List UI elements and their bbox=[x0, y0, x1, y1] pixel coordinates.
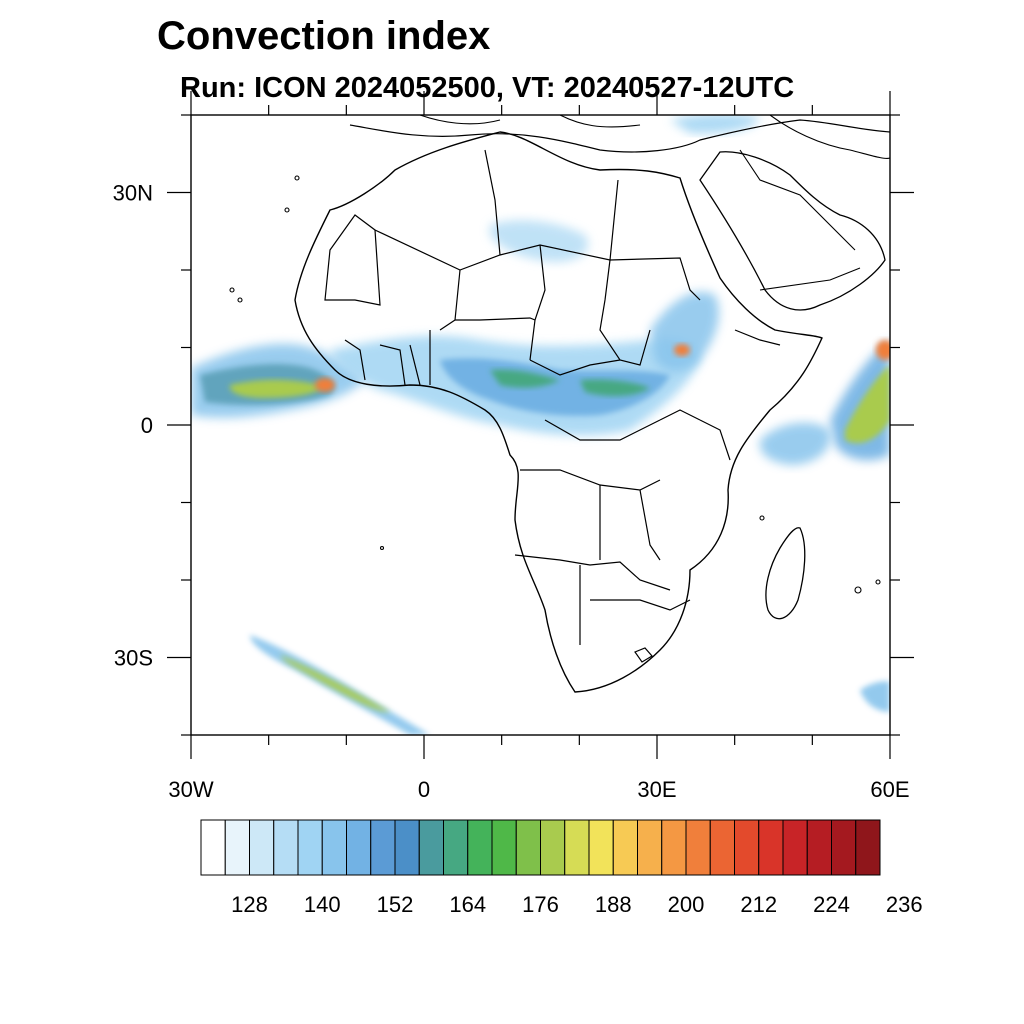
colorbar-label: 212 bbox=[740, 892, 777, 917]
mediterranean-coast bbox=[349, 119, 890, 153]
lon-tick-label: 0 bbox=[418, 777, 430, 802]
convection-region-somali-sea bbox=[759, 422, 831, 465]
convection-peak-south-atlantic-front bbox=[280, 655, 390, 713]
arabia-borders bbox=[739, 149, 861, 291]
colorbar-swatch bbox=[249, 819, 275, 876]
colorbar-label: 140 bbox=[304, 892, 341, 917]
colorbar-swatch bbox=[491, 819, 517, 876]
africa-coastline bbox=[294, 131, 823, 693]
convection-field bbox=[191, 115, 890, 735]
colorbar-swatch bbox=[637, 819, 663, 876]
country-borders bbox=[324, 149, 781, 663]
colorbar-label: 152 bbox=[377, 892, 414, 917]
convection-hotspot-indian-ocean bbox=[876, 340, 890, 360]
colorbar-swatch bbox=[443, 819, 469, 876]
convection-hotspot-atlantic bbox=[315, 378, 335, 392]
colorbar-swatch bbox=[200, 819, 226, 876]
colorbar-swatch bbox=[540, 819, 566, 876]
colorbar-label: 200 bbox=[668, 892, 705, 917]
colorbar-swatch bbox=[709, 819, 735, 876]
lat-tick-label: 30N bbox=[113, 181, 153, 206]
lon-tick-label: 60E bbox=[870, 777, 909, 802]
colorbar-swatch bbox=[758, 819, 784, 876]
colorbar-swatch bbox=[612, 819, 638, 876]
colorbar-label: 176 bbox=[522, 892, 559, 917]
colorbar-swatch bbox=[661, 819, 687, 876]
colorbar-swatch bbox=[321, 819, 347, 876]
colorbar-label: 236 bbox=[886, 892, 923, 917]
convection-region-mediterranean bbox=[670, 115, 760, 134]
lat-tick-label: 30S bbox=[114, 646, 153, 671]
lon-tick-label: 30E bbox=[637, 777, 676, 802]
colorbar-swatch bbox=[418, 819, 444, 876]
convection-peak-sahel bbox=[490, 369, 560, 388]
colorbar-label: 188 bbox=[595, 892, 632, 917]
convection-hotspot-ethiopia bbox=[674, 344, 690, 356]
convection-peak-indian-ocean bbox=[845, 365, 890, 444]
colorbar-swatch bbox=[855, 819, 881, 876]
colorbar-swatch bbox=[685, 819, 711, 876]
colorbar-swatch bbox=[297, 819, 323, 876]
colorbar: 128 140 152 164 176 188 200 212 224 236 bbox=[200, 819, 923, 917]
colorbar-swatch bbox=[370, 819, 396, 876]
colorbar-swatch bbox=[515, 819, 541, 876]
colorbar-swatch bbox=[564, 819, 590, 876]
colorbar-swatch bbox=[831, 819, 857, 876]
arabia-coastline bbox=[699, 151, 886, 311]
chart-subtitle: Run: ICON 2024052500, VT: 20240527-12UTC bbox=[180, 72, 795, 104]
colorbar-swatch bbox=[467, 819, 493, 876]
colorbar-swatch bbox=[346, 819, 372, 876]
colorbar-swatch bbox=[588, 819, 614, 876]
colorbar-swatch bbox=[782, 819, 808, 876]
colorbar-label: 164 bbox=[449, 892, 486, 917]
islands bbox=[229, 175, 881, 594]
colorbar-swatch bbox=[273, 819, 299, 876]
colorbar-swatch bbox=[224, 819, 250, 876]
convection-region-southern-indian bbox=[860, 681, 890, 712]
colorbar-label: 224 bbox=[813, 892, 850, 917]
lat-tick-label: 0 bbox=[141, 413, 153, 438]
colorbar-swatch bbox=[734, 819, 760, 876]
colorbar-swatch bbox=[806, 819, 832, 876]
convection-peak-atlantic bbox=[229, 379, 321, 398]
europe-coast bbox=[419, 115, 890, 159]
axes: 30N 0 30S 30W 0 30E 60E bbox=[113, 91, 914, 802]
lon-tick-label: 30W bbox=[168, 777, 213, 802]
convection-region-ethiopia bbox=[650, 291, 720, 372]
convection-peak-central bbox=[580, 379, 650, 397]
madagascar-outline bbox=[765, 527, 806, 620]
colorbar-label: 128 bbox=[231, 892, 268, 917]
chart-title: Convection index bbox=[157, 14, 491, 58]
colorbar-swatch bbox=[394, 819, 420, 876]
